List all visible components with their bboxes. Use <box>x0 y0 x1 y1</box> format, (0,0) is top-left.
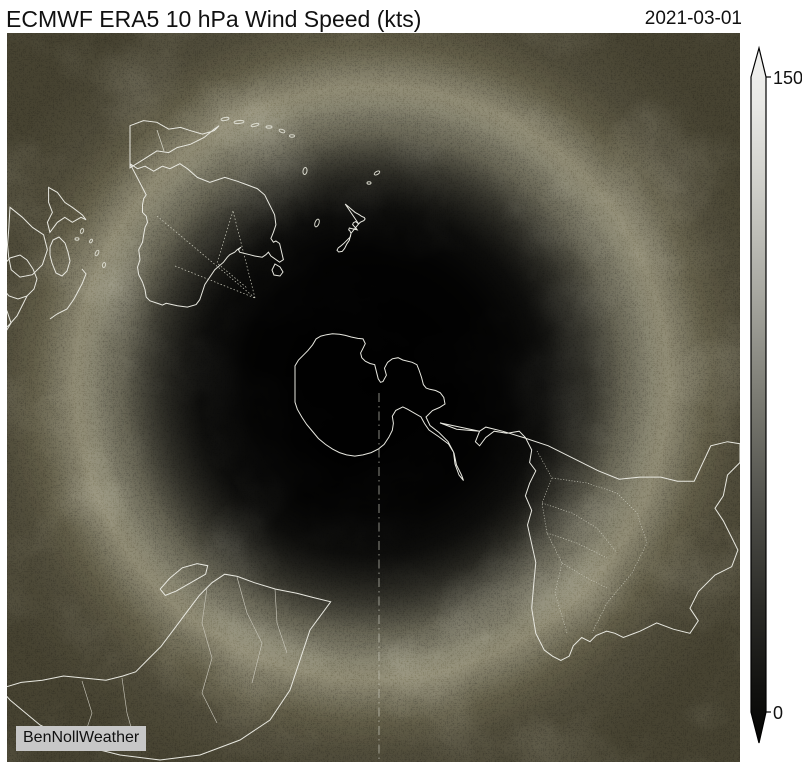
svg-text:150: 150 <box>773 68 802 88</box>
svg-text:0: 0 <box>773 703 783 723</box>
